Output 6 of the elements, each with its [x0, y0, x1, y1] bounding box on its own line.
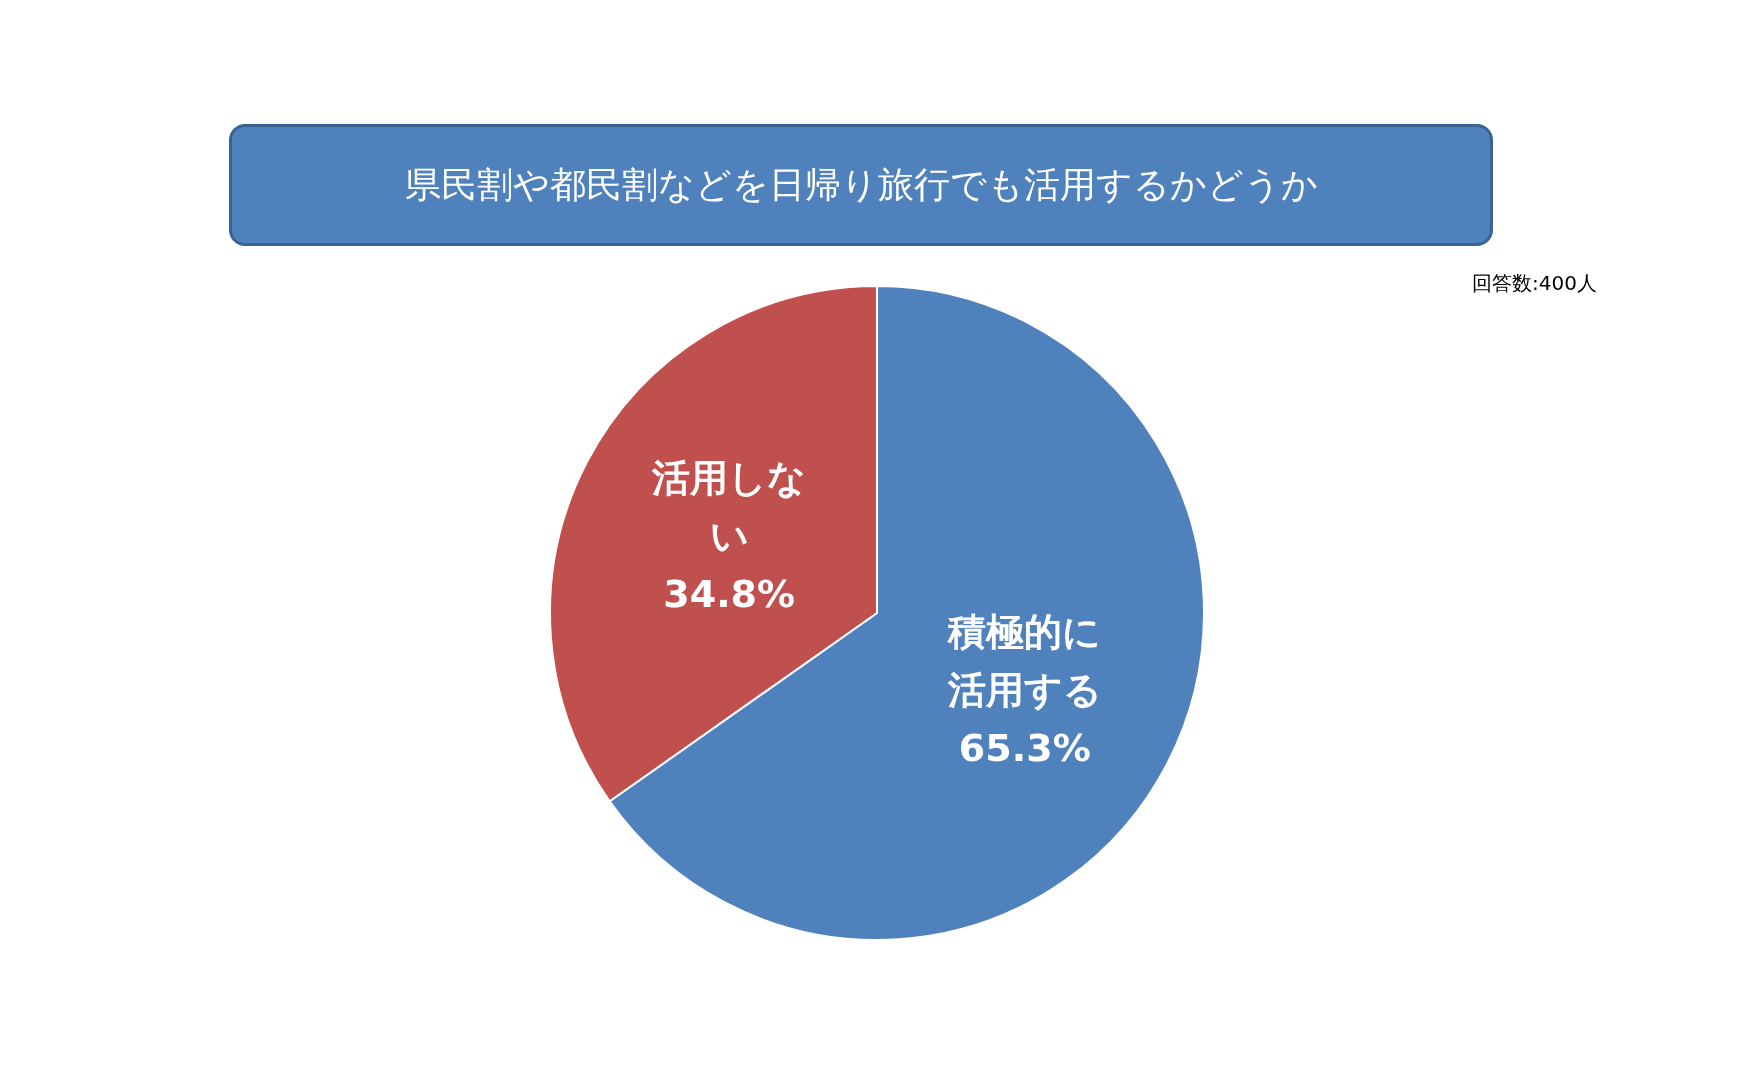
chart-title: 県民割や都民割などを日帰り旅行でも活用するかどうか: [229, 124, 1493, 246]
data-label: 65.3%: [958, 725, 1091, 770]
text: 回答数:400人: [1472, 270, 1597, 297]
data-label: 34.8%: [663, 572, 796, 617]
slice-label: 活用しない: [651, 456, 807, 559]
slice-label: 積極的に活用する: [946, 609, 1102, 712]
